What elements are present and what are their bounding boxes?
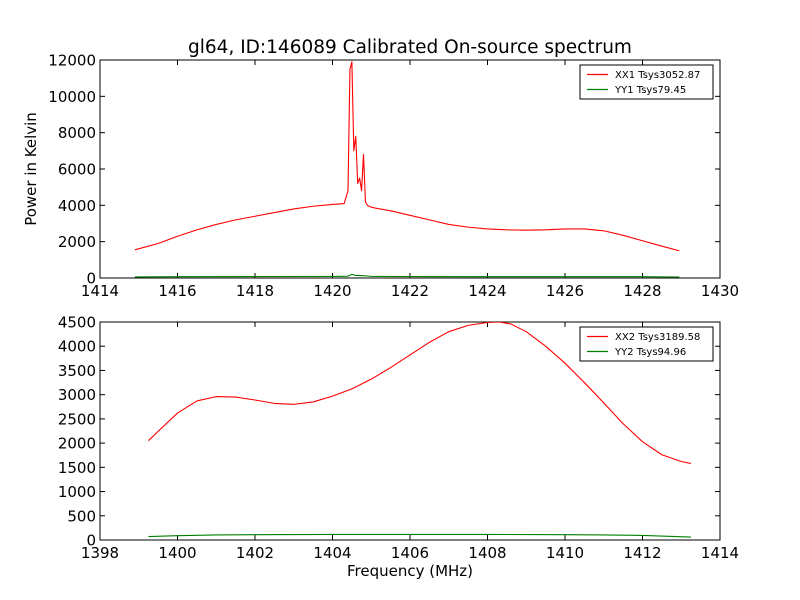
x-tick-label: 1424 [468, 282, 506, 300]
legend: XX2 Tsys3189.58 YY2 Tsys94.96 [579, 326, 714, 362]
series-line-xx1 [134, 61, 680, 252]
x-tick-label: 1406 [391, 544, 429, 562]
series-line-xx2 [148, 322, 692, 464]
y-tick-label: 2000 [58, 435, 96, 453]
y-tick-label: 4000 [58, 338, 96, 356]
y-tick-label: 4500 [58, 314, 96, 332]
y-tick-label: 0 [86, 532, 96, 550]
series-line-yy1 [134, 273, 680, 278]
legend-label: YY2 Tsys94.96 [614, 347, 686, 358]
x-tick-label: 1426 [546, 282, 584, 300]
legend-label: YY1 Tsys79.45 [614, 85, 686, 96]
x-tick-label: 1420 [313, 282, 351, 300]
chart-title: gl64, ID:146089 Calibrated On-source spe… [188, 37, 632, 58]
y-tick-label: 10000 [48, 88, 96, 106]
x-tick-label: 1414 [701, 544, 739, 562]
series-line-yy2 [148, 533, 691, 538]
y-tick-label: 6000 [58, 161, 96, 179]
y-tick-label: 12000 [48, 52, 96, 70]
x-tick-label: 1400 [158, 544, 196, 562]
legend-label: XX2 Tsys3189.58 [615, 332, 700, 343]
y-tick-label: 1500 [58, 459, 96, 477]
y-tick-label: 2000 [58, 233, 96, 251]
x-tick-label: 1422 [391, 282, 429, 300]
y-tick-label: 1000 [58, 483, 96, 501]
x-tick-label: 1416 [158, 282, 196, 300]
x-tick-label: 1412 [623, 544, 661, 562]
x-tick-label: 1430 [701, 282, 739, 300]
y-axis-label: Power in Kelvin [22, 112, 40, 226]
y-tick-label: 0 [86, 270, 96, 288]
legend-box [579, 64, 714, 100]
y-tick-label: 4000 [58, 197, 96, 215]
legend: XX1 Tsys3052.87 YY1 Tsys79.45 [579, 64, 714, 100]
y-tick-label: 3000 [58, 386, 96, 404]
y-tick-label: 8000 [58, 124, 96, 142]
y-tick-label: 3500 [58, 362, 96, 380]
x-tick-label: 1418 [236, 282, 274, 300]
x-tick-label: 1402 [236, 544, 274, 562]
bottom-subplot: 1398 1400 1402 1404 1406 1408 1410 1412 1414 0 500… [58, 314, 739, 581]
x-tick-label: 1414 [81, 282, 119, 300]
x-tick-label: 1408 [468, 544, 506, 562]
y-tick-label: 2500 [58, 410, 96, 428]
top-subplot: 1414 1416 1418 1420 1422 1424 1426 1428 1430 0 200… [22, 37, 739, 300]
x-tick-label: 1428 [623, 282, 661, 300]
x-tick-label: 1398 [81, 544, 119, 562]
x-tick-label: 1404 [313, 544, 351, 562]
x-tick-label: 1410 [546, 544, 584, 562]
legend-box [579, 326, 714, 362]
y-tick-label: 500 [67, 507, 96, 525]
legend-label: XX1 Tsys3052.87 [615, 70, 700, 81]
x-axis-label: Frequency (MHz) [347, 562, 473, 580]
